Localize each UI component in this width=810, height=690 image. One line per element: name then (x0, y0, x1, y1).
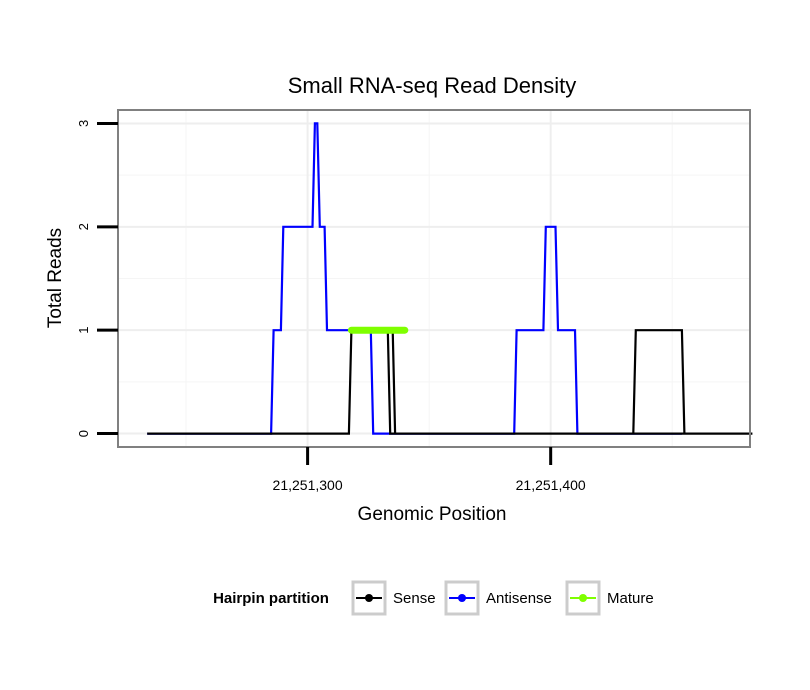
y-tick-label: 1 (76, 327, 91, 334)
legend-key-point (458, 594, 466, 602)
plot-panel (117, 109, 753, 448)
series-line-sense-segment (632, 329, 686, 434)
x-axis: 21,251,300 21,251,400 (273, 447, 586, 493)
y-tick-label: 2 (76, 223, 91, 230)
series-layer (147, 122, 753, 435)
legend-items: Sense Antisense Mature (351, 580, 654, 616)
legend-key-point (579, 594, 587, 602)
plot-border (117, 109, 751, 448)
y-tick-label: 0 (76, 430, 91, 437)
legend-label-mature: Mature (607, 590, 654, 607)
legend-label-sense: Sense (393, 590, 436, 607)
legend-label-antisense: Antisense (486, 590, 552, 607)
y-tick-label: 3 (76, 120, 91, 127)
legend-title: Hairpin partition (213, 590, 329, 607)
x-axis-label: Genomic Position (358, 504, 507, 525)
chart-title: Small RNA-seq Read Density (288, 73, 577, 98)
series-line-antisense (147, 122, 682, 435)
x-tick-label: 21,251,400 (516, 477, 586, 493)
y-axis-label: Total Reads (45, 228, 66, 328)
legend-key-point (365, 594, 373, 602)
x-tick-label: 21,251,300 (273, 477, 343, 493)
legend: Hairpin partition Sense Antisense Mature (213, 580, 654, 616)
y-axis: 0 1 2 3 (76, 120, 118, 437)
